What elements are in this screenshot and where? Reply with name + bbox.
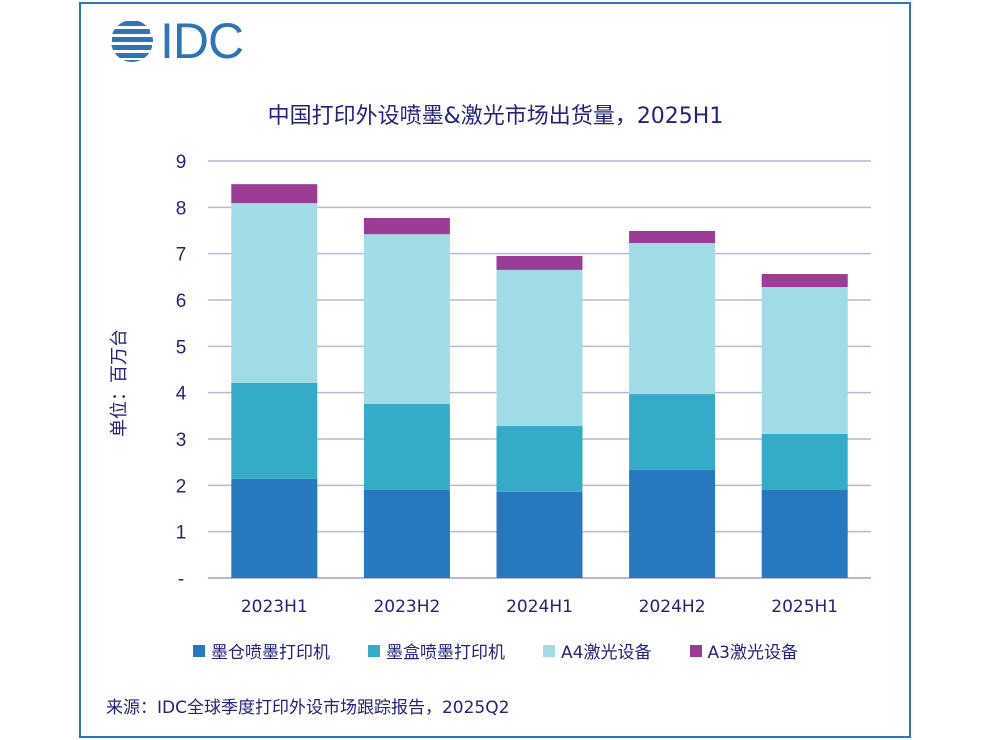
bar-segment — [364, 218, 450, 234]
bar-segment — [364, 234, 450, 404]
y-tick-label: 4 — [176, 384, 187, 405]
legend: 墨仓喷墨打印机 墨盒喷墨打印机 A4激光设备 A3激光设备 — [0, 638, 991, 663]
legend-swatch — [193, 645, 205, 657]
legend-label: A3激光设备 — [708, 638, 798, 663]
bar-segment — [231, 184, 317, 203]
bar-segment — [231, 479, 317, 578]
y-tick-label: 2 — [176, 476, 187, 497]
y-tick-label: 1 — [176, 523, 187, 544]
legend-item: 墨仓喷墨打印机 — [193, 638, 330, 663]
bar-segment — [497, 426, 583, 492]
x-tick-label: 2024H1 — [506, 597, 573, 617]
legend-label: 墨盒喷墨打印机 — [386, 638, 505, 663]
legend-swatch — [543, 645, 555, 657]
y-tick-label: 3 — [176, 430, 187, 451]
bar-segment — [762, 434, 848, 490]
y-tick-label: - — [178, 569, 184, 590]
legend-item: A3激光设备 — [690, 638, 798, 663]
legend-swatch — [690, 645, 702, 657]
bar-segment — [762, 490, 848, 578]
bar-segment — [762, 274, 848, 287]
bar-segment — [497, 270, 583, 426]
source-note: 来源：IDC全球季度打印外设市场跟踪报告，2025Q2 — [106, 693, 509, 718]
bar-segment — [762, 287, 848, 434]
bar-segment — [629, 243, 715, 394]
y-tick-label: 6 — [176, 291, 187, 312]
bar-segment — [629, 394, 715, 470]
bar-segment — [364, 404, 450, 490]
bar-segment — [231, 203, 317, 383]
x-tick-label: 2024H2 — [639, 597, 706, 617]
x-tick-label: 2025H1 — [771, 597, 838, 617]
legend-item: A4激光设备 — [543, 638, 651, 663]
bar-segment — [629, 231, 715, 243]
y-tick-label: 9 — [176, 152, 187, 173]
legend-swatch — [368, 645, 380, 657]
y-tick-label: 5 — [176, 337, 187, 358]
bar-segment — [231, 383, 317, 479]
bar-segment — [497, 492, 583, 578]
legend-item: 墨盒喷墨打印机 — [368, 638, 505, 663]
x-tick-label: 2023H2 — [373, 597, 440, 617]
bar-segment — [629, 470, 715, 578]
bar-segment — [497, 256, 583, 270]
y-tick-label: 8 — [176, 198, 187, 219]
y-tick-label: 7 — [176, 245, 187, 266]
legend-label: A4激光设备 — [561, 638, 651, 663]
stacked-bar-chart: - 1 2 3 4 5 6 7 8 9 2023H1 2023H2 2024H1 2024H2 2025H1 — [0, 0, 991, 640]
legend-label: 墨仓喷墨打印机 — [211, 638, 330, 663]
x-tick-label: 2023H1 — [241, 597, 308, 617]
bar-segment — [364, 490, 450, 578]
